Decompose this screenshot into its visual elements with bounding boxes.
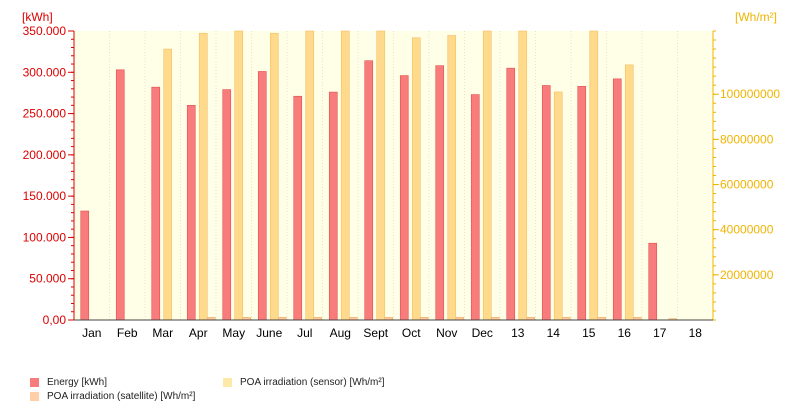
bar-poa-sensor	[447, 35, 457, 321]
bar-poa-sensor	[624, 64, 634, 321]
right-axis-tick-label: 40000000	[720, 223, 774, 237]
bar-energy	[151, 86, 161, 321]
bar-energy	[328, 91, 338, 321]
left-axis-tick-label: 250.000	[23, 107, 67, 121]
x-axis-tick-label: May	[222, 326, 245, 340]
right-axis-tick-label: 100000000	[720, 87, 780, 101]
right-axis-unit-label: [Wh/m²]	[735, 10, 777, 24]
legend-label: POA irradiation (satellite) [Wh/m²]	[47, 391, 196, 402]
right-axis-tick-label: 80000000	[720, 132, 774, 146]
bar-poa-sensor	[234, 30, 244, 321]
bar-energy	[612, 78, 622, 321]
bar-poa-sensor	[269, 32, 279, 321]
left-axis-tick-label: 0,00	[43, 313, 67, 327]
left-axis-unit-label: [kWh]	[22, 10, 53, 24]
x-axis-tick-label: Sept	[363, 326, 388, 340]
bar-energy	[257, 71, 267, 321]
x-axis-tick-label: 15	[582, 326, 596, 340]
bar-poa-sensor	[340, 30, 350, 321]
bar-poa-sensor	[376, 30, 386, 321]
bar-poa-sensor	[198, 32, 208, 321]
axes: 0,00 50.000 100.000 150.000 200.000 250.000 30…	[23, 24, 781, 340]
right-axis-tick-label: 60000000	[720, 178, 774, 192]
bar-poa-sensor	[553, 91, 563, 321]
bar-poa-sensor	[589, 30, 599, 321]
legend-item-poa-sensor: POA irradiation (sensor) [Wh/m²]	[223, 377, 384, 388]
x-axis-tick-label: 17	[653, 326, 667, 340]
bar-energy	[435, 65, 445, 321]
bar-energy	[399, 75, 409, 321]
left-axis-tick-label: 200.000	[23, 148, 67, 162]
left-axis-tick-label: 300.000	[23, 65, 67, 79]
bar-poa-sensor	[163, 48, 173, 321]
x-axis-tick-label: 16	[618, 326, 632, 340]
legend-swatch	[30, 392, 39, 401]
bar-energy	[293, 95, 303, 321]
x-axis-tick-label: Feb	[117, 326, 138, 340]
legend-item-energy: Energy [kWh]	[30, 377, 107, 388]
left-axis-tick-label: 50.000	[29, 272, 66, 286]
bar-energy	[186, 105, 196, 321]
x-axis-tick-label: Mar	[152, 326, 173, 340]
x-axis-tick-label: June	[256, 326, 282, 340]
bar-poa-sensor	[482, 30, 492, 321]
bar-poa-sensor	[305, 30, 315, 321]
left-axis-tick-label: 350.000	[23, 24, 67, 38]
legend-swatch	[223, 378, 232, 387]
legend-item-poa-satellite: POA irradiation (satellite) [Wh/m²]	[30, 391, 195, 402]
bar-energy	[541, 85, 551, 321]
legend-label: Energy [kWh]	[47, 377, 108, 388]
legend-swatch	[30, 378, 39, 387]
bar-energy	[577, 86, 587, 321]
bar-energy	[506, 67, 516, 321]
left-axis-tick-label: 150.000	[23, 189, 67, 203]
grid-lines	[109, 31, 678, 320]
bar-energy	[364, 60, 374, 321]
x-axis-tick-label: 14	[547, 326, 561, 340]
bar-energy	[115, 69, 125, 321]
bar-poa-sensor	[411, 37, 421, 321]
x-axis-tick-label: 13	[511, 326, 525, 340]
bar-energy	[80, 210, 90, 321]
x-axis-tick-label: Aug	[330, 326, 351, 340]
x-axis-tick-label: Nov	[436, 326, 457, 340]
x-axis-tick-label: 18	[689, 326, 703, 340]
right-axis-tick-label: 20000000	[720, 268, 774, 282]
bar-energy	[470, 94, 480, 321]
legend-label: POA irradiation (sensor) [Wh/m²]	[240, 377, 385, 388]
x-axis-tick-label: Jan	[82, 326, 101, 340]
bar-energy	[222, 89, 232, 321]
left-axis-tick-label: 100.000	[23, 230, 67, 244]
x-axis-tick-label: Apr	[189, 326, 208, 340]
x-axis-tick-label: Jul	[297, 326, 312, 340]
x-axis-tick-label: Oct	[402, 326, 421, 340]
bar-poa-sensor	[518, 30, 528, 321]
bar-energy	[648, 242, 658, 321]
x-axis-tick-label: Dec	[472, 326, 493, 340]
bars	[80, 30, 678, 321]
